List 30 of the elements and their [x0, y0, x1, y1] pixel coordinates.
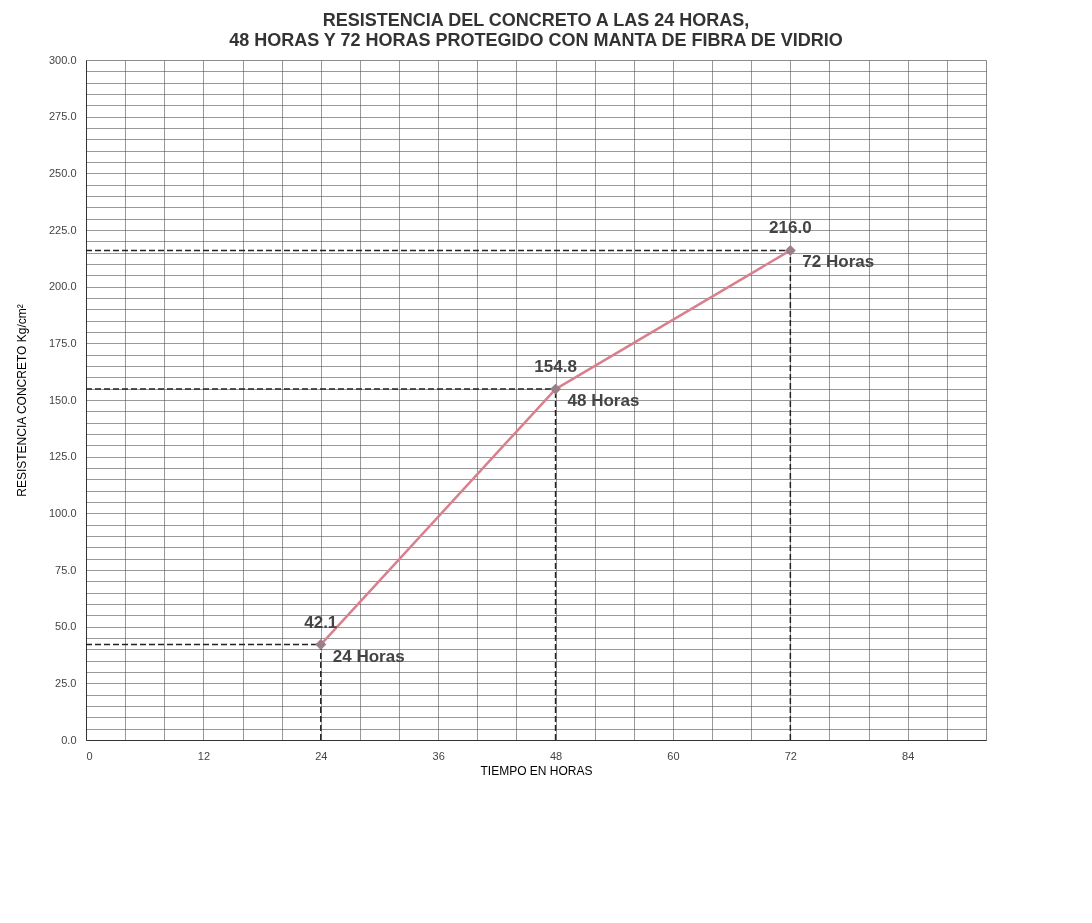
- y-tick-label: 25.0: [55, 676, 77, 689]
- x-tick-label: 72: [784, 749, 797, 762]
- annotation: 48 Horas: [567, 391, 640, 411]
- y-tick-label: 300.0: [48, 53, 77, 66]
- data-label: 42.1: [304, 612, 338, 632]
- data-label: 154.8: [534, 357, 577, 377]
- x-tick-label: 84: [902, 749, 915, 762]
- x-tick-label: 36: [432, 749, 445, 762]
- y-tick-label: 0.0: [61, 733, 77, 746]
- y-tick-label: 200.0: [48, 280, 77, 293]
- y-tick-label: 75.0: [55, 563, 77, 576]
- x-tick-label: 48: [549, 749, 563, 762]
- x-tick-label: 24: [315, 749, 328, 762]
- y-tick-label: 125.0: [48, 450, 77, 463]
- chart-title: RESISTENCIA DEL CONCRETO A LAS 24 HORAS, 48 HORAS Y 72 HORAS PROTEGIDO CON MANTA DE FIBRA DE VIDRIO: [229, 10, 843, 50]
- y-tick-label: 100.0: [48, 506, 77, 519]
- annotation: 24 Horas: [332, 646, 405, 666]
- annotation: 72 Horas: [802, 252, 875, 272]
- x-axis-title: TIEMPO EN HORAS: [480, 763, 593, 778]
- y-tick-label: 250.0: [48, 166, 77, 179]
- x-tick-label: 60: [667, 749, 680, 762]
- data-label: 216.0: [769, 218, 812, 238]
- y-tick-label: 150.0: [48, 393, 77, 406]
- y-tick-label: 50.0: [55, 620, 77, 633]
- y-tick-label: 175.0: [48, 336, 77, 349]
- y-axis-title: RESISTENCIA CONCRETO Kg/cm²: [14, 304, 29, 497]
- x-tick-label: 0: [86, 749, 93, 762]
- y-tick-label: 275.0: [48, 110, 77, 123]
- x-tick-label: 12: [197, 749, 211, 762]
- y-tick-label: 225.0: [48, 223, 77, 236]
